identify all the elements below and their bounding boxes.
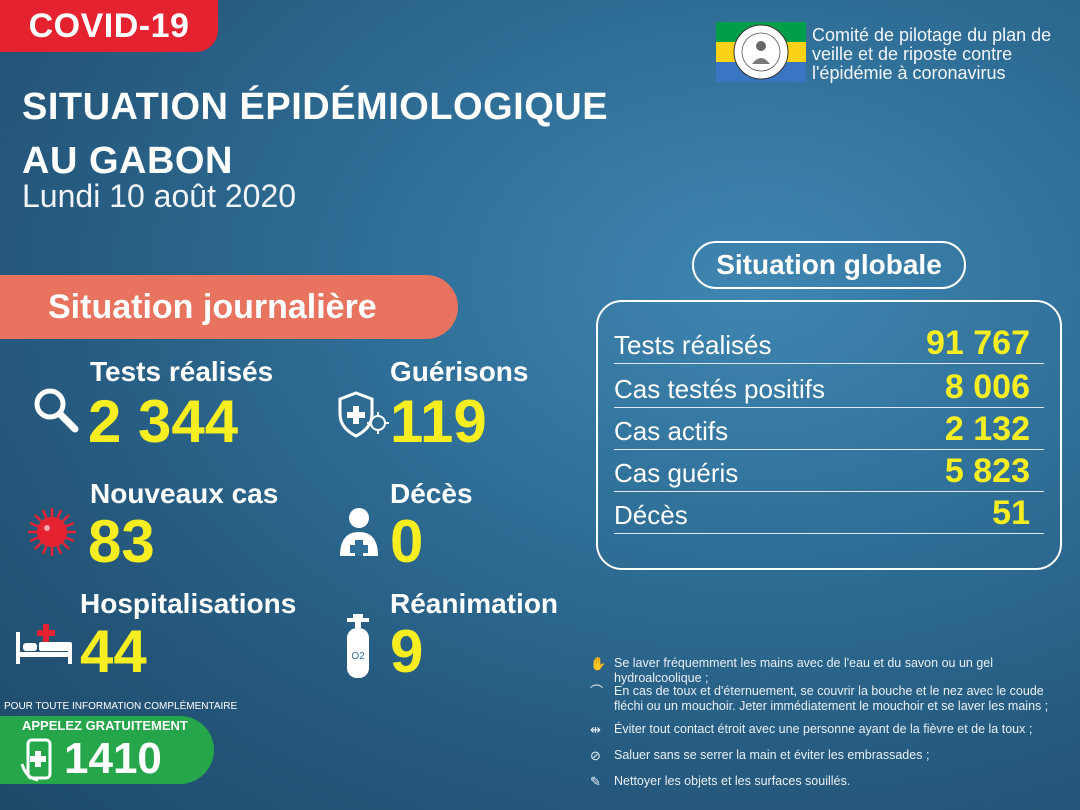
no-handshake-icon: ⊘: [590, 748, 601, 763]
global-row: Cas guéris 5 823: [614, 450, 1044, 492]
shield-virus-icon: [336, 390, 390, 440]
cough-icon: ⌒: [590, 684, 604, 699]
stat-deces-value: 0: [390, 508, 424, 575]
advice-item: ⌒ En cas de toux et d'éternuement, se co…: [590, 684, 1070, 714]
committee-name: Comité de pilotage du plan de veille et …: [812, 25, 1052, 83]
advice-item: ✎ Nettoyer les objets et les surfaces so…: [590, 774, 1070, 789]
hotline-label: APPELEZ GRATUITEMENT: [22, 718, 188, 733]
hotline-box: [0, 716, 214, 784]
global-row-value: 51: [992, 494, 1030, 532]
global-row: Tests réalisés 91 767: [614, 322, 1044, 364]
advice-text: Se laver fréquemment les mains avec de l…: [614, 656, 993, 685]
global-row-label: Cas actifs: [614, 416, 729, 446]
search-icon: [32, 386, 80, 434]
advice-text: Éviter tout contact étroit avec une pers…: [614, 722, 1033, 736]
global-row-label: Tests réalisés: [614, 330, 772, 360]
distance-icon: ⇹: [590, 722, 601, 737]
hotline-number[interactable]: 1410: [64, 734, 162, 783]
global-row-value: 5 823: [944, 452, 1030, 490]
daily-situation-banner: Situation journalière: [0, 275, 458, 339]
global-row: Décès 51: [614, 492, 1044, 534]
global-row-label: Décès: [614, 500, 688, 530]
stat-nouveaux-value: 83: [88, 508, 155, 575]
stat-hosp-label: Hospitalisations: [80, 588, 297, 619]
global-row-value: 91 767: [926, 324, 1030, 362]
global-row-value: 8 006: [944, 368, 1030, 406]
page-title-line2: AU GABON: [22, 140, 233, 182]
stat-tests-label: Tests réalisés: [90, 356, 274, 387]
global-row-label: Cas testés positifs: [614, 374, 825, 404]
cleaning-icon: ✎: [590, 774, 601, 789]
advice-text: En cas de toux et d'éternuement, se couv…: [614, 684, 1049, 713]
stat-tests-value: 2 344: [88, 388, 239, 455]
advice-text: Saluer sans se serrer la main et éviter …: [614, 748, 930, 762]
advice-item: ⊘ Saluer sans se serrer la main et évite…: [590, 748, 1070, 763]
page-title-line1: SITUATION ÉPIDÉMIOLOGIQUE: [22, 86, 609, 128]
global-row: Cas testés positifs 8 006: [614, 366, 1044, 408]
stat-nouveaux-label: Nouveaux cas: [90, 478, 279, 509]
global-situation-box: [596, 300, 1062, 570]
hospital-bed-icon: [14, 622, 74, 666]
stat-deces-label: Décès: [390, 478, 473, 509]
hand-wash-icon: ✋: [590, 656, 607, 671]
stat-gueris-label: Guérisons: [390, 356, 529, 387]
phone-icon: [20, 738, 60, 782]
oxygen-tank-icon: O2: [344, 614, 372, 680]
advice-item: ⇹ Éviter tout contact étroit avec une pe…: [590, 722, 1070, 737]
info-caption: POUR TOUTE INFORMATION COMPLÉMENTAIRE: [4, 701, 238, 712]
svg-text:O2: O2: [351, 651, 365, 662]
advice-item: ✋ Se laver fréquemment les mains avec de…: [590, 656, 1070, 686]
stat-reanim-label: Réanimation: [390, 588, 559, 619]
advice-text: Nettoyer les objets et les surfaces soui…: [614, 774, 851, 788]
report-date: Lundi 10 août 2020: [22, 178, 297, 214]
stat-gueris-value: 119: [390, 388, 487, 455]
covid-badge: COVID-19: [0, 0, 218, 52]
gabon-flag-emblem: [716, 22, 806, 82]
stat-hosp-value: 44: [80, 618, 147, 685]
patient-icon: [338, 506, 380, 558]
global-row-label: Cas guéris: [614, 458, 739, 488]
global-situation-title: Situation globale: [692, 241, 966, 289]
stat-reanim-value: 9: [390, 618, 424, 685]
global-row: Cas actifs 2 132: [614, 408, 1044, 450]
virus-icon: [26, 506, 78, 558]
global-row-value: 2 132: [944, 410, 1030, 448]
